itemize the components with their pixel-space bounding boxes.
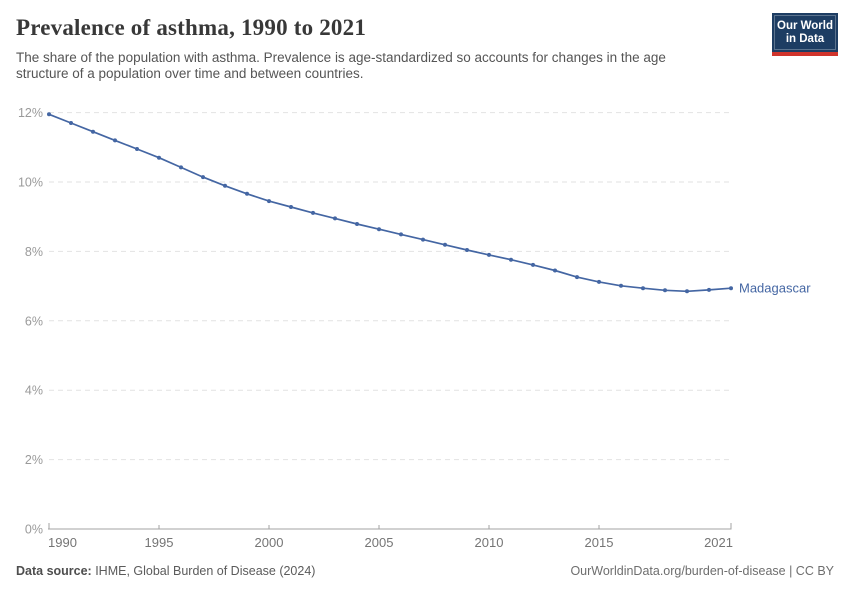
data-line xyxy=(48,113,732,293)
data-source-label: Data source: xyxy=(16,564,92,578)
x-tick-label-2021: 2021 xyxy=(704,535,733,550)
data-point-1992 xyxy=(91,129,95,134)
data-point-2007 xyxy=(421,237,425,242)
y-tick-label-6: 6% xyxy=(25,314,43,328)
x-tick-label-2000: 2000 xyxy=(255,535,284,550)
data-point-2013 xyxy=(553,268,557,273)
y-tick-label-0: 0% xyxy=(25,523,43,537)
x-tick-label-2015: 2015 xyxy=(585,535,614,550)
owid-logo-text: Our World in Data xyxy=(774,15,836,50)
data-point-2021 xyxy=(729,286,733,291)
data-point-2001 xyxy=(289,205,293,209)
data-point-2015 xyxy=(597,279,601,284)
x-tick-label-2010: 2010 xyxy=(475,535,504,550)
y-tick-label-2: 2% xyxy=(25,453,43,467)
data-point-2010 xyxy=(487,252,491,257)
credit-link[interactable]: OurWorldinData.org/burden-of-disease | C… xyxy=(570,564,834,578)
y-tick-label-10: 10% xyxy=(18,176,43,190)
data-point-2014 xyxy=(575,275,579,280)
data-point-2009 xyxy=(465,248,469,252)
data-point-1997 xyxy=(201,175,205,180)
data-point-2012 xyxy=(531,262,535,267)
data-point-2004 xyxy=(355,222,359,226)
chart-subtitle-line1: The share of the population with asthma.… xyxy=(16,49,666,65)
x-axis xyxy=(48,523,732,530)
data-point-2011 xyxy=(509,257,513,262)
data-point-1994 xyxy=(135,147,139,151)
data-point-1996 xyxy=(179,165,183,170)
owid-logo[interactable]: Our World in Data xyxy=(772,13,838,56)
data-point-1991 xyxy=(69,121,73,125)
series-madagascar: Madagascar xyxy=(47,112,811,296)
chart-subtitle-line2: structure of a population over time and … xyxy=(16,66,364,82)
data-point-2018 xyxy=(663,288,667,293)
chart-title: Prevalence of asthma, 1990 to 2021 xyxy=(16,15,367,40)
data-point-2003 xyxy=(333,216,337,221)
y-tick-label-8: 8% xyxy=(25,245,43,259)
x-tick-label-1995: 1995 xyxy=(145,535,174,550)
data-point-1990 xyxy=(47,112,51,117)
y-tick-label-12: 12% xyxy=(18,106,43,120)
data-point-2005 xyxy=(377,227,381,232)
x-tick-label-1990: 1990 xyxy=(48,535,77,550)
data-point-2016 xyxy=(619,283,623,288)
y-tick-label-4: 4% xyxy=(25,384,43,398)
data-point-2000 xyxy=(267,199,271,204)
data-point-1993 xyxy=(113,138,117,143)
chart-subtitle: The share of the population with asthma.… xyxy=(16,50,756,83)
data-point-2008 xyxy=(443,242,447,247)
data-point-2017 xyxy=(641,286,645,291)
data-point-2002 xyxy=(311,210,315,215)
data-source-note: Data source: IHME, Global Burden of Dise… xyxy=(16,564,315,578)
data-point-1995 xyxy=(157,155,161,160)
x-tick-label-2005: 2005 xyxy=(365,535,394,550)
data-point-1999 xyxy=(245,191,249,196)
y-axis-labels: 0% 2% 4% 6% 8% 10% 12% xyxy=(18,106,43,536)
data-point-2019 xyxy=(685,289,689,294)
y-gridlines xyxy=(49,112,731,461)
chart-footer: Data source: IHME, Global Burden of Dise… xyxy=(16,564,834,578)
data-point-2006 xyxy=(399,232,403,237)
data-source-value: IHME, Global Burden of Disease (2024) xyxy=(91,564,316,578)
chart-header: Prevalence of asthma, 1990 to 2021 The s… xyxy=(16,14,756,83)
data-point-2020 xyxy=(707,287,711,292)
x-axis-labels: 1990 1995 2000 2005 2010 2015 2021 xyxy=(48,535,733,550)
series-label[interactable]: Madagascar xyxy=(739,281,811,296)
data-point-1998 xyxy=(223,183,227,188)
